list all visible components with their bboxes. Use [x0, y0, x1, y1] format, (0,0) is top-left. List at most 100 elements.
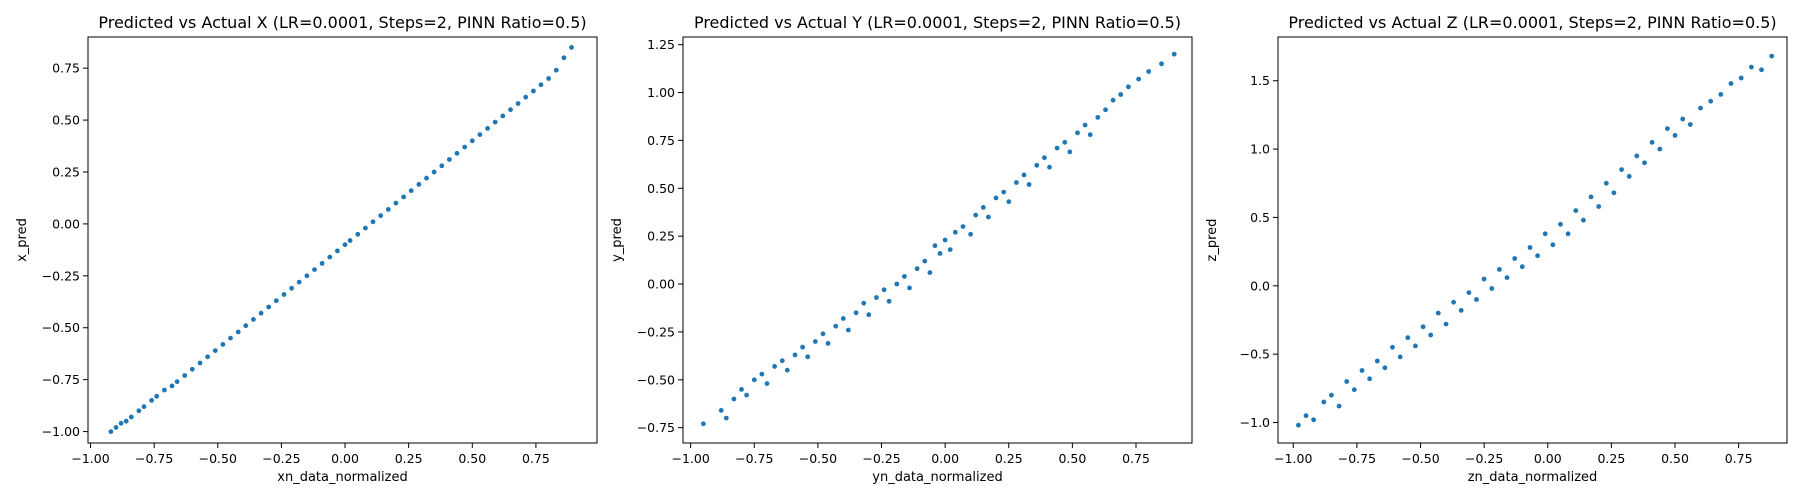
data-point: [739, 387, 744, 392]
axes-frame-z: [1277, 36, 1788, 444]
data-point: [1458, 308, 1464, 313]
y-tick-label: −0.50: [637, 372, 675, 387]
data-point: [1481, 276, 1487, 282]
data-point: [1542, 231, 1548, 237]
data-point: [477, 132, 483, 138]
data-point: [1126, 84, 1131, 90]
data-point: [492, 119, 498, 125]
data-point: [1103, 107, 1108, 113]
data-point: [907, 285, 912, 291]
x-tick-label: 0.50: [1058, 451, 1086, 466]
data-point: [980, 205, 986, 210]
x-tick-label: −0.25: [262, 451, 300, 466]
data-point: [942, 237, 948, 243]
y-tick-label: 1.00: [647, 85, 675, 100]
data-point: [1336, 403, 1342, 409]
y-tick-label: −0.75: [637, 420, 675, 435]
x-tick-label: 0.00: [931, 451, 959, 466]
x-axis-label-z: zn_data_normalized: [1468, 470, 1598, 485]
data-point: [523, 94, 529, 100]
y-tick-label: −0.75: [42, 372, 80, 387]
x-tick-label: 0.50: [458, 451, 486, 466]
data-point: [462, 144, 468, 150]
x-tick-label: 0.25: [395, 451, 423, 466]
data-point: [319, 261, 325, 266]
data-point: [561, 55, 567, 61]
data-point: [1303, 413, 1309, 419]
y-tick-label: 0.50: [52, 113, 80, 128]
data-point: [701, 421, 706, 427]
data-point: [538, 82, 544, 88]
y-axis-label-x: x_pred: [15, 218, 30, 262]
data-point: [393, 200, 399, 206]
data-point: [1420, 324, 1426, 330]
data-point: [1512, 256, 1518, 261]
data-point: [764, 381, 770, 386]
data-point: [1082, 122, 1088, 128]
y-tick-label: 0.0: [1250, 278, 1270, 293]
x-tick-label: 0.00: [331, 451, 359, 466]
data-point: [1087, 132, 1093, 138]
y-tick-label: 0.00: [52, 216, 80, 231]
data-point: [1588, 194, 1594, 200]
data-point: [312, 267, 317, 272]
data-point: [1596, 204, 1602, 209]
scatter-series-y: [701, 51, 1177, 427]
x-tick-label: 0.75: [1122, 451, 1150, 466]
data-point: [723, 415, 729, 421]
data-point: [894, 281, 900, 287]
x-tick-label: −0.25: [1465, 451, 1503, 466]
x-tick-label: −0.25: [862, 451, 900, 466]
data-point: [1321, 399, 1327, 405]
y-tick-label: 1.0: [1250, 142, 1270, 157]
data-point: [113, 425, 119, 430]
subplots: −1.00 −0.75 −0.50 −0.25 0.00 0.25 0.50 0.75 −1.0…: [15, 13, 1788, 485]
data-point: [1708, 98, 1714, 104]
data-point: [825, 341, 831, 346]
data-point: [1550, 242, 1556, 248]
data-point: [378, 213, 384, 219]
data-point: [1718, 92, 1724, 97]
data-point: [731, 396, 737, 402]
data-point: [1642, 160, 1647, 166]
data-point: [182, 373, 188, 378]
data-point: [347, 238, 353, 243]
data-point: [304, 273, 310, 279]
data-point: [1657, 146, 1663, 152]
data-point: [205, 354, 211, 360]
chart-title-x: Predicted vs Actual X (LR=0.0001, Steps=…: [98, 13, 586, 32]
data-point: [833, 323, 839, 329]
plot-z: −1.00 −0.75 −0.50 −0.25 0.00 0.25 0.50 0.75 −1.0…: [1205, 13, 1788, 485]
data-point: [922, 258, 928, 264]
data-point: [1649, 139, 1655, 145]
data-point: [174, 379, 180, 385]
y-tick-label: −1.0: [1240, 415, 1270, 430]
data-point: [1075, 130, 1080, 136]
data-point: [1428, 332, 1434, 338]
data-point: [874, 295, 879, 300]
data-point: [1573, 208, 1579, 214]
data-point: [258, 310, 264, 316]
x-tick-label: 0.50: [1661, 451, 1689, 466]
data-point: [197, 360, 203, 366]
data-point: [569, 45, 574, 50]
data-point: [1374, 358, 1380, 364]
data-point: [759, 371, 765, 377]
data-point: [960, 224, 966, 230]
x-axis-label-x: xn_data_normalized: [277, 470, 407, 485]
data-point: [485, 125, 490, 131]
data-point: [1489, 286, 1495, 291]
data-point: [1390, 344, 1395, 350]
data-point: [1474, 297, 1479, 302]
data-point: [141, 404, 147, 410]
data-point: [1535, 253, 1540, 259]
data-point: [212, 348, 218, 353]
data-point: [986, 214, 991, 220]
data-point: [1296, 422, 1301, 428]
x-tick-label: −0.50: [799, 451, 837, 466]
x-tick-label: −1.00: [671, 451, 709, 466]
data-point: [1171, 51, 1177, 57]
x-tick-label: 0.25: [1597, 451, 1625, 466]
